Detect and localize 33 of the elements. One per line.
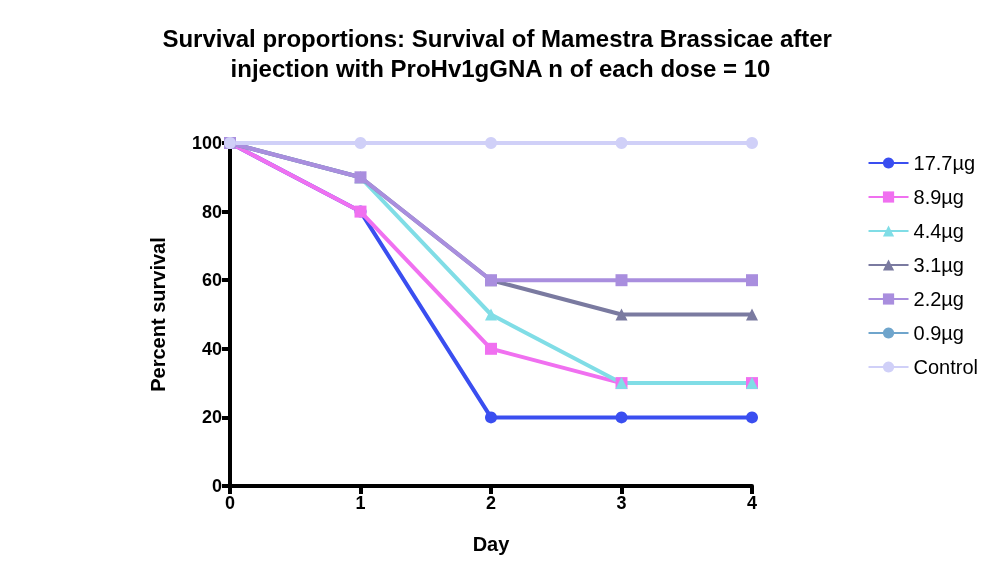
point [485,342,497,355]
point [746,411,758,424]
y-tick-label: 40 [201,338,222,359]
point [485,137,497,149]
x-tick-label: 2 [485,493,497,513]
x-tick-label: 1 [355,493,366,513]
legend-label: Control [913,356,979,378]
point [615,137,628,149]
x-tick-label: 0 [224,493,236,513]
chart-title: Survival proportions: Survival of Mamestra Brassicae after injection with ProHv1gGNA n of each dose = 10 [162,24,839,82]
x-tick-label: 4 [746,493,758,513]
y-tick-label: 80 [201,201,222,222]
point [746,274,758,287]
y-tick-label: 20 [201,407,222,428]
legend-label: 3.1µg [913,254,964,276]
point [615,274,628,287]
legend-label: 2.2µg [913,288,964,310]
point [746,308,758,321]
y-tick-label: 60 [201,270,222,291]
legend-label: 4.4µg [913,220,964,242]
x-tick-label: 3 [616,493,627,513]
point [485,411,497,424]
point [354,137,367,149]
y-tick-label: 0 [211,476,222,496]
y-tick-label: 100 [191,133,222,153]
legend-label: 17.7µg [913,152,976,174]
point [615,411,628,424]
x-axis-title: Day [472,533,511,555]
y-axis-title: Percent survival [147,237,169,392]
point [746,137,758,149]
legend-label: 8.9µg [913,186,964,208]
point [615,308,628,321]
legend-label: 0.9µg [913,322,964,344]
